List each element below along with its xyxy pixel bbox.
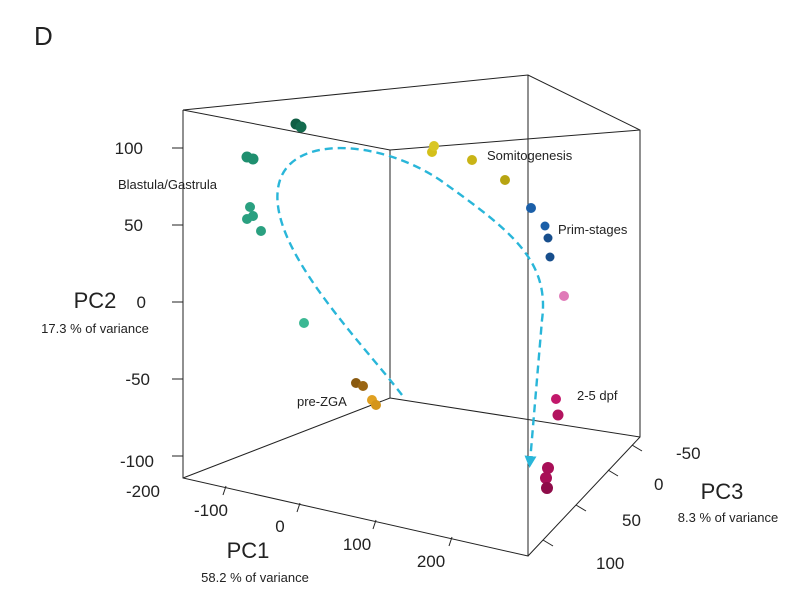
data-point [295,121,307,133]
pc2-tick-label: 50 [124,216,143,235]
data-point [540,221,550,231]
pc1-tick-label: 200 [417,552,445,571]
panel-label: D [34,21,53,51]
points-somitogenesis [427,141,510,185]
pc1-axis-title: PC1 [227,538,270,563]
points-prim-stages [526,203,555,262]
pc3-tick-label: 50 [622,511,641,530]
points-pre-zga [351,378,381,410]
data-point [542,462,554,474]
pc2-tick-label: -100 [120,452,154,471]
tick-marks [172,147,643,547]
data-point [540,472,552,484]
group-label: Somitogenesis [487,148,573,163]
group-label: Blastula/Gastrula [118,177,218,192]
data-point [371,400,381,410]
data-point [543,233,553,243]
group-label: Prim-stages [558,222,628,237]
pc2-tick-label: 100 [115,139,143,158]
pc3-tick-label: 0 [654,475,663,494]
pc2-axis-title: PC2 [74,288,117,313]
data-point [429,141,439,151]
pc1-tick-label: 0 [275,517,284,536]
pc1-axis-subtitle: 58.2 % of variance [201,570,309,585]
pc3-axis-subtitle: 8.3 % of variance [678,510,778,525]
group-label: pre-ZGA [297,394,347,409]
pc2-tick-label: 0 [137,293,146,312]
data-point [500,175,510,185]
data-point [541,482,553,494]
data-point [245,202,255,212]
data-point [551,394,561,404]
pc1-tick-label: -100 [194,501,228,520]
data-point [242,214,252,224]
data-point [358,381,368,391]
data-point [559,291,569,301]
data-point [545,252,555,262]
group-label: 2-5 dpf [577,388,618,403]
data-point [526,203,536,213]
data-point [247,153,259,165]
data-point [299,318,309,328]
pc2-axis-subtitle: 17.3 % of variance [41,321,149,336]
pc3-axis-title: PC3 [701,479,744,504]
data-point [256,226,266,236]
pc3-tick-label: -50 [676,444,701,463]
data-point [467,155,477,165]
pc1-extra-tick-label: -200 [126,482,160,501]
plot-box [182,74,641,557]
pc1-tick-label: 100 [343,535,371,554]
pc2-tick-label: -50 [125,370,150,389]
trajectory-arrow [276,146,545,468]
data-point [552,409,564,421]
points-2-5-dpf [540,291,569,494]
points-blastula-gastrula [241,118,309,328]
pc3-tick-label: 100 [596,554,624,573]
